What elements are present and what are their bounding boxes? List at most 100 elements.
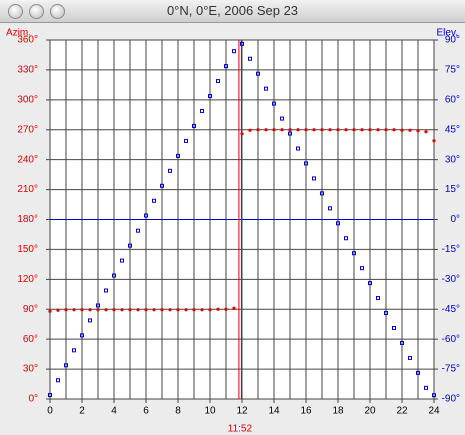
azimuth-point	[384, 128, 388, 132]
y2-tick-label: 15°	[445, 184, 460, 195]
y-tick-label: 180°	[17, 214, 38, 225]
y2-tick-label: 45°	[445, 124, 460, 135]
x-tick-label: 4	[111, 406, 117, 417]
x-tick-label: 18	[332, 406, 344, 417]
y2-tick-label: -90°	[442, 394, 460, 405]
elevation-point	[80, 333, 84, 338]
elevation-point	[216, 79, 220, 84]
azimuth-point	[248, 128, 252, 132]
azimuth-point	[224, 307, 228, 311]
azimuth-point	[416, 129, 420, 133]
elevation-point	[240, 41, 244, 46]
elevation-point	[288, 131, 292, 136]
azimuth-point	[336, 128, 340, 132]
x-tick-label: 14	[268, 406, 280, 417]
elevation-point	[96, 303, 100, 308]
elevation-point	[304, 161, 308, 166]
elevation-point	[352, 251, 356, 256]
y2-tick-label: -15°	[442, 244, 460, 255]
azimuth-point	[136, 308, 140, 312]
y-tick-label: 300°	[17, 94, 38, 105]
y2-tick-label: -75°	[442, 364, 460, 375]
azimuth-point	[408, 128, 412, 132]
azimuth-point	[232, 306, 236, 310]
azimuth-point	[216, 307, 220, 311]
elevation-point	[192, 123, 196, 128]
azimuth-point	[96, 308, 100, 312]
title-bar: 0°N, 0°E, 2006 Sep 23	[0, 0, 465, 23]
elevation-point	[336, 221, 340, 226]
y-axis-label: Azim.	[6, 28, 31, 39]
azimuth-point	[368, 128, 372, 132]
elevation-point	[184, 138, 188, 143]
azimuth-point	[272, 128, 276, 132]
azimuth-point	[328, 128, 332, 132]
elevation-point	[48, 393, 52, 398]
azimuth-point	[64, 308, 68, 312]
elevation-point	[248, 56, 252, 61]
y-tick-label: 270°	[17, 124, 38, 135]
x-tick-label: 8	[175, 406, 181, 417]
azimuth-point	[144, 308, 148, 312]
elevation-point	[88, 318, 92, 323]
elevation-point	[368, 281, 372, 286]
azimuth-point	[352, 128, 356, 132]
elevation-point	[120, 258, 124, 263]
minimize-button[interactable]	[29, 4, 44, 19]
y2-tick-label: -45°	[442, 304, 460, 315]
elevation-point	[280, 116, 284, 121]
y-tick-label: 330°	[17, 65, 38, 76]
azimuth-point	[288, 128, 292, 132]
y-tick-label: 150°	[17, 244, 38, 255]
azimuth-point	[192, 308, 196, 312]
y2-tick-label: 75°	[445, 65, 460, 76]
elevation-point	[208, 94, 212, 99]
elevation-point	[432, 393, 436, 398]
elevation-point	[392, 325, 396, 330]
azimuth-point	[48, 309, 52, 313]
elevation-point	[104, 288, 108, 293]
elevation-point	[168, 168, 172, 173]
azimuth-point	[120, 308, 124, 312]
elevation-point	[232, 49, 236, 54]
elevation-point	[360, 266, 364, 271]
elevation-point	[176, 153, 180, 158]
elevation-point	[256, 71, 260, 76]
y-tick-label: 240°	[17, 154, 38, 165]
close-button[interactable]	[8, 4, 23, 19]
azimuth-point	[392, 128, 396, 132]
elevation-point	[72, 348, 76, 353]
azimuth-point	[264, 128, 268, 132]
x-tick-label: 20	[364, 406, 376, 417]
elevation-point	[128, 243, 132, 248]
elevation-point	[224, 64, 228, 69]
azimuth-point	[320, 128, 324, 132]
y2-axis-label: Elev.	[437, 28, 459, 39]
azimuth-point	[240, 132, 244, 136]
y-tick-label: 210°	[17, 184, 38, 195]
elevation-point	[312, 176, 316, 181]
elevation-point	[160, 183, 164, 188]
x-tick-label: 6	[143, 406, 149, 417]
elevation-point	[424, 385, 428, 390]
elevation-point	[264, 86, 268, 91]
window-title: 0°N, 0°E, 2006 Sep 23	[166, 3, 299, 18]
zoom-button[interactable]	[50, 4, 65, 19]
azimuth-point	[296, 128, 300, 132]
elevation-point	[320, 191, 324, 196]
x-tick-label: 12	[236, 406, 248, 417]
azimuth-point	[112, 308, 116, 312]
chart: 0 2 4 6 8 10 12 14 16 18 20 22 240°30°60°90°120°150°…	[6, 28, 460, 435]
elevation-point	[376, 296, 380, 301]
azimuth-point	[176, 308, 180, 312]
azimuth-point	[304, 128, 308, 132]
elevation-point	[384, 311, 388, 316]
azimuth-point	[72, 308, 76, 312]
y-tick-label: 120°	[17, 274, 38, 285]
y2-tick-label: -30°	[442, 274, 460, 285]
azimuth-point	[128, 308, 132, 312]
elevation-point	[64, 363, 68, 368]
elevation-point	[112, 273, 116, 278]
azimuth-point	[400, 128, 404, 132]
x-tick-label: 0	[47, 406, 53, 417]
